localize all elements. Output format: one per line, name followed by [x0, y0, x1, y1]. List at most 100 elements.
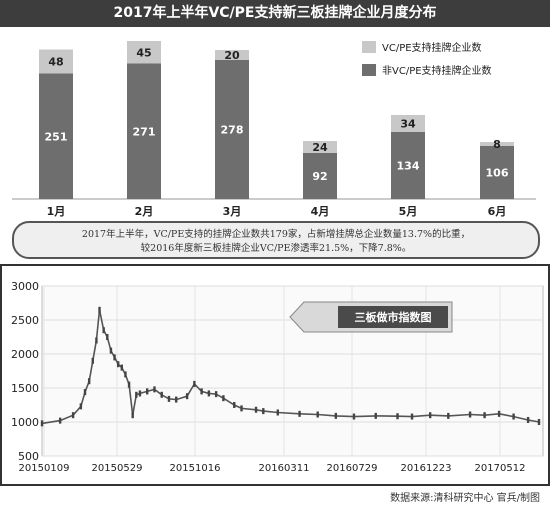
index-point-25	[175, 396, 178, 403]
bar-label-non-vc-6: 106	[486, 167, 509, 180]
x-tick-label-1: 1月	[47, 205, 66, 218]
y-tick-label-3: 1500	[11, 382, 39, 395]
index-point-38	[316, 411, 319, 418]
bar-vc-4	[303, 141, 337, 153]
index-point-21	[146, 388, 149, 395]
bar-non-vc-6	[480, 146, 514, 199]
index-point-49	[512, 413, 515, 420]
bar-label-non-vc-2: 271	[133, 125, 156, 138]
y-tick-label-1: 500	[18, 450, 39, 463]
index-point-34	[254, 406, 258, 413]
banner-label-box	[338, 306, 448, 328]
index-point-14	[116, 361, 120, 368]
banner-label: 三板做市指数图	[355, 310, 432, 324]
index-point-44	[428, 412, 432, 419]
x-tick-label-2: 2月	[135, 205, 154, 218]
index-point-7	[91, 357, 94, 364]
index-point-9	[98, 306, 101, 313]
y-tick-label-4: 2000	[11, 348, 39, 361]
line-chart: 500 1000 1500 2000 2500 3000 20150109 20150529 2…	[0, 264, 550, 486]
index-point-43	[410, 413, 414, 420]
index-point-19	[135, 391, 138, 398]
index-point-13	[113, 354, 116, 361]
bar-label-vc-2: 45	[136, 46, 151, 59]
x-tick-label-line-2: 20150529	[92, 463, 143, 474]
index-point-42	[396, 413, 399, 420]
bar-non-vc-1	[39, 73, 73, 199]
index-point-5	[83, 389, 87, 396]
index-point-4	[79, 403, 83, 410]
x-tick-label-line-3: 20151016	[170, 463, 221, 474]
y-tick-label-2: 1000	[11, 416, 39, 429]
legend-label-2: 非VC/PE支持挂牌企业数	[382, 64, 492, 77]
bar-vc-1	[39, 49, 73, 74]
summary-line-2: 较2016年度新三板挂牌企业VC/PE渗透率21.5%，下降7.8%。	[140, 243, 412, 254]
index-point-35	[262, 408, 265, 415]
index-point-6	[87, 378, 91, 385]
index-point-39	[334, 412, 338, 419]
bar-label-non-vc-4: 92	[312, 170, 327, 183]
legend-swatch-2	[362, 64, 376, 76]
index-point-11	[106, 334, 109, 340]
source-note: 数据来源:清科研究中心 官兵/制图	[390, 493, 540, 504]
bar-vc-6	[480, 142, 514, 146]
x-tick-label-line-7: 20170512	[475, 463, 526, 474]
y-tick-label-6: 3000	[11, 280, 39, 293]
bar-label-non-vc-5: 134	[397, 160, 420, 173]
index-point-23	[160, 391, 163, 398]
index-point-45	[447, 412, 450, 419]
index-point-12	[109, 347, 113, 354]
index-point-24	[167, 395, 171, 402]
bar-label-vc-5: 34	[400, 118, 416, 131]
index-point-41	[374, 412, 377, 419]
x-tick-label-4: 4月	[311, 205, 330, 218]
index-point-29	[207, 390, 211, 397]
index-point-22	[153, 386, 156, 393]
index-point-10	[102, 327, 105, 334]
x-tick-label-3: 3月	[223, 205, 242, 218]
index-point-46	[468, 411, 472, 418]
index-point-31	[222, 395, 225, 402]
legend-label-1: VC/PE支持挂牌企业数	[382, 41, 482, 54]
x-tick-label-line-1: 20150109	[19, 463, 70, 474]
bar-label-non-vc-1: 251	[45, 130, 68, 143]
index-point-28	[200, 388, 203, 395]
index-point-51	[537, 419, 541, 425]
x-tick-label-6: 6月	[488, 205, 507, 218]
x-tick-label-line-4: 20160311	[259, 463, 310, 474]
bar-label-vc-6: 8	[493, 138, 501, 151]
bar-non-vc-5	[391, 132, 425, 199]
index-point-15	[120, 364, 124, 371]
bar-label-vc-1: 48	[48, 56, 63, 69]
index-point-48	[497, 410, 501, 417]
index-point-17	[127, 381, 131, 388]
x-tick-label-5: 5月	[399, 205, 418, 218]
index-point-1	[40, 420, 44, 427]
index-point-37	[298, 410, 301, 417]
index-point-32	[233, 402, 236, 408]
bar-non-vc-3	[215, 60, 249, 199]
summary-line-1: 2017年上半年，VC/PE支持的挂牌企业数共179家，占新增挂牌总企业数量13…	[81, 229, 471, 240]
bar-chart: 251 48 1月 271 45 2月 278 20 3月 92 24 4月 134 34 5月 106 8 6月…	[12, 41, 536, 218]
index-point-20	[138, 390, 142, 397]
index-point-47	[483, 412, 486, 419]
bar-vc-3	[215, 50, 249, 60]
index-point-36	[276, 409, 280, 416]
title-bar: 2017年上半年VC/PE支持新三板挂牌企业月度分布	[0, 0, 550, 27]
index-point-2	[58, 417, 62, 424]
index-point-50	[526, 416, 530, 423]
bar-label-vc-4: 24	[312, 141, 328, 154]
index-point-26	[185, 393, 189, 400]
index-point-30	[214, 391, 218, 398]
index-point-18	[131, 412, 134, 419]
index-point-8	[95, 337, 98, 344]
bar-vc-2	[127, 41, 161, 64]
index-point-33	[240, 405, 243, 412]
bar-label-vc-3: 20	[224, 49, 240, 62]
summary-box: 2017年上半年，VC/PE支持的挂牌企业数共179家，占新增挂牌总企业数量13…	[12, 221, 540, 259]
bar-non-vc-2	[127, 63, 161, 199]
page-title: 2017年上半年VC/PE支持新三板挂牌企业月度分布	[113, 5, 437, 21]
index-point-27	[193, 380, 196, 387]
x-tick-label-line-5: 20160729	[327, 463, 378, 474]
bar-non-vc-4	[303, 153, 337, 199]
